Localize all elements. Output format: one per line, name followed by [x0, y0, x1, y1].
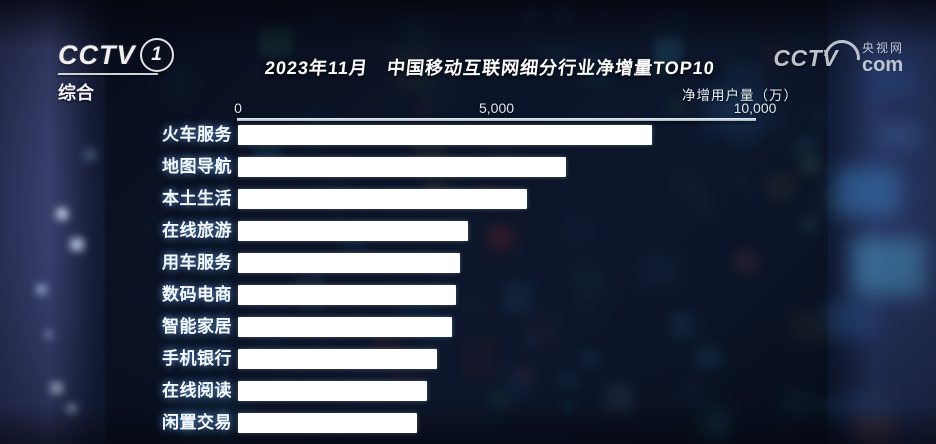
watermark-text-column: 央视网 com — [862, 42, 904, 75]
cctv-com-watermark: CCTV 央视网 com — [773, 32, 904, 84]
watermark-site-name: 央视网 — [861, 40, 904, 55]
watermark-swoosh-icon — [816, 32, 868, 84]
axis-unit-label: 净增用户量（万） — [682, 88, 798, 103]
channel-number: 1 — [151, 44, 162, 65]
chart-title: 2023年11月 中国移动互联网细分行业净增量TOP10 — [263, 58, 716, 78]
cctv1-logo: CCTV 1 综合 — [57, 38, 174, 105]
watermark-brand-text: CCTV — [773, 44, 838, 71]
channel-number-badge: 1 — [139, 38, 174, 72]
x-axis-line — [237, 118, 756, 121]
cctv1-brand-text: CCTV — [58, 39, 136, 70]
watermark-site-suffix: com — [861, 53, 904, 76]
cctv1-logo-row: CCTV 1 — [58, 38, 174, 72]
channel-name-label: 综合 — [58, 83, 94, 103]
cctv1-swoosh-line — [57, 73, 159, 75]
